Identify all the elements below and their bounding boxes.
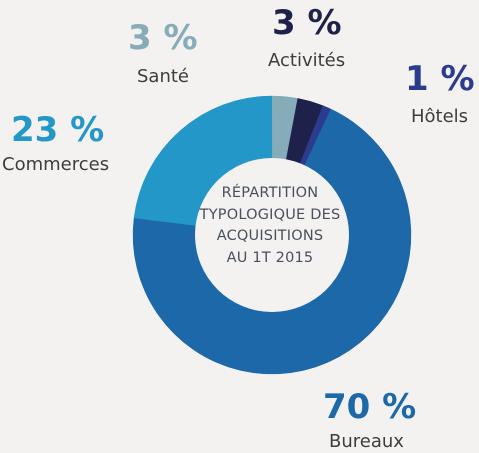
chart-title-line-1: RÉPARTITION — [221, 185, 319, 201]
chart-title: RÉPARTITION TYPOLOGIQUE DES ACQUISITIONS… — [192, 183, 348, 269]
chart-title-line-2: TYPOLOGIQUE DES — [199, 206, 341, 223]
bureaux-percent-label: 70 % — [323, 387, 417, 427]
donut-hole — [195, 158, 349, 312]
hotels-percent-label: 1 % — [405, 59, 475, 99]
commerces-name-label: Commerces — [2, 154, 110, 175]
activites-percent-label: 3 % — [272, 3, 342, 43]
sante-percent-label: 3 % — [128, 18, 198, 58]
chart-title-line-4: AU 1T 2015 — [226, 249, 314, 266]
sante-name-label: Santé — [137, 66, 189, 87]
bureaux-name-label: Bureaux — [329, 431, 404, 452]
chart-title-line-3: ACQUISITIONS — [216, 228, 324, 244]
hotels-name-label: Hôtels — [411, 106, 469, 127]
donut-slices — [132, 95, 412, 375]
activites-name-label: Activités — [268, 50, 346, 71]
commerces-percent-label: 23 % — [11, 110, 105, 150]
